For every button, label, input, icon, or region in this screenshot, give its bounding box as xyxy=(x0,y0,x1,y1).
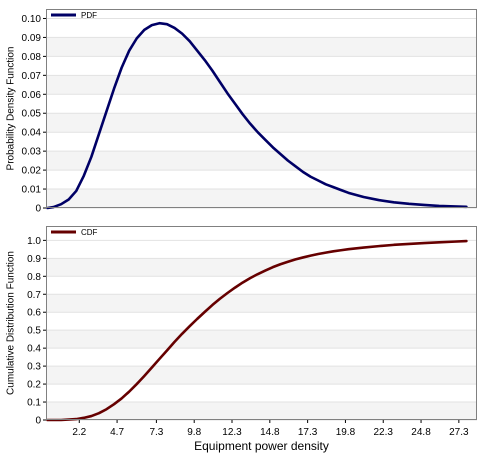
y-tick-label: 0.6 xyxy=(27,308,41,319)
y-tick-label: 0.10 xyxy=(22,14,42,25)
y-tick-label: 0.5 xyxy=(27,326,41,337)
pdf-y-axis-title: Probability Density Function xyxy=(6,47,17,171)
x-tick-label: 24.8 xyxy=(411,427,431,438)
x-tick-label: 2.2 xyxy=(72,427,86,438)
grid-band xyxy=(46,294,477,313)
y-tick-label: 0.06 xyxy=(22,90,42,101)
y-tick-label: 0.03 xyxy=(22,147,42,158)
cdf-x-ticks: 2.2 4.7 7.3 9.8 12.3 14.8 17.3 19.8 22.3 24.8 27.3 xyxy=(72,420,469,438)
cdf-plot-area xyxy=(46,226,477,420)
x-tick-label: 7.3 xyxy=(149,427,163,438)
grid-band xyxy=(46,151,477,171)
x-tick-label: 9.8 xyxy=(187,427,201,438)
pdf-panel: 0 0.01 0.02 0.03 0.04 0.05 0.06 0.07 0.08 0.09 0.1… xyxy=(6,9,477,215)
y-tick-label: 0.01 xyxy=(22,185,42,196)
y-tick-label: 1.0 xyxy=(27,236,41,247)
x-tick-label: 22.3 xyxy=(374,427,394,438)
grid-band xyxy=(46,113,477,133)
cdf-y-ticks: 0 0.1 0.2 0.3 0.4 0.5 0.6 0.7 0.8 0.9 1.0 xyxy=(27,236,46,427)
pdf-y-ticks: 0 0.01 0.02 0.03 0.04 0.05 0.06 0.07 0.08 0.09 0.1… xyxy=(22,14,46,215)
grid-band xyxy=(46,37,477,57)
x-tick-label: 17.3 xyxy=(298,427,318,438)
y-tick-label: 0.04 xyxy=(22,128,42,139)
y-tick-label: 0.08 xyxy=(22,52,42,63)
x-axis-title: Equipment power density xyxy=(194,439,329,453)
x-tick-label: 27.3 xyxy=(449,427,469,438)
cdf-legend-label: CDF xyxy=(81,228,98,237)
grid-band xyxy=(46,402,477,420)
pdf-legend: PDF xyxy=(51,11,97,20)
y-tick-label: 0.8 xyxy=(27,272,41,283)
cdf-panel: 0 0.1 0.2 0.3 0.4 0.5 0.6 0.7 0.8 0.9 1.0 2.2 4.7 7.… xyxy=(6,226,477,453)
y-tick-label: 0.07 xyxy=(22,71,42,82)
cdf-legend: CDF xyxy=(51,228,98,237)
y-tick-label: 0.1 xyxy=(27,398,41,409)
y-tick-label: 0.2 xyxy=(27,380,41,391)
x-tick-label: 19.8 xyxy=(336,427,356,438)
x-tick-label: 12.3 xyxy=(222,427,242,438)
y-tick-label: 0.9 xyxy=(27,254,41,265)
grid-band xyxy=(46,189,477,208)
y-tick-label: 0 xyxy=(35,204,41,215)
cdf-y-axis-title: Cumulative Distribution Function xyxy=(6,251,17,395)
pdf-series-line xyxy=(46,21,468,210)
cdf-series-line xyxy=(46,239,468,422)
y-tick-label: 0.4 xyxy=(27,344,41,355)
grid-band xyxy=(46,75,477,95)
y-tick-label: 0.3 xyxy=(27,362,41,373)
grid-band xyxy=(46,330,477,349)
y-tick-label: 0.09 xyxy=(22,33,42,44)
x-tick-label: 4.7 xyxy=(110,427,124,438)
grid-band xyxy=(46,366,477,385)
y-tick-label: 0.02 xyxy=(22,166,42,177)
x-tick-label: 14.8 xyxy=(260,427,280,438)
cdf-plot-frame xyxy=(46,226,477,420)
pdf-legend-label: PDF xyxy=(81,11,97,20)
grid-band xyxy=(46,258,477,277)
y-tick-label: 0 xyxy=(35,416,41,427)
y-tick-label: 0.05 xyxy=(22,109,42,120)
pdf-plot-frame xyxy=(46,9,477,208)
y-tick-label: 0.7 xyxy=(27,290,41,301)
